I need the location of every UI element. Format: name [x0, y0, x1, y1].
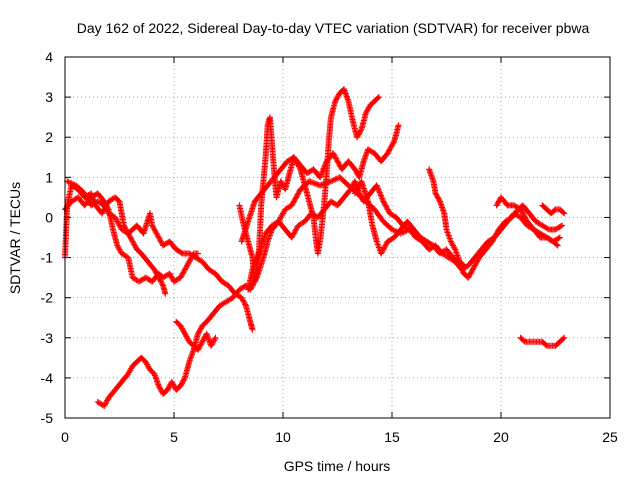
y-tick-label: -1	[41, 250, 54, 266]
plus-marker-trace	[493, 194, 563, 245]
x-tick-label: 5	[170, 429, 178, 445]
plus-marker-trace	[238, 122, 402, 245]
series-arc-11	[493, 194, 563, 245]
y-tick-label: -2	[41, 290, 54, 306]
chart-title: Day 162 of 2022, Sidereal Day-to-day VTE…	[77, 20, 590, 36]
plus-marker-trace	[517, 334, 568, 349]
data-markers	[62, 86, 568, 409]
y-tick-label: 4	[45, 49, 53, 65]
x-tick-label: 20	[493, 429, 509, 445]
y-tick-labels: -5 -4 -3 -2 -1 0 1 2 3 4	[41, 49, 54, 426]
plot-frame	[64, 56, 611, 419]
series-arc-13	[517, 334, 568, 349]
series-arc-7	[238, 122, 402, 245]
x-tick-label: 15	[384, 429, 400, 445]
plus-marker-trace	[245, 178, 561, 293]
plus-marker-trace	[539, 202, 568, 217]
x-axis-label: GPS time / hours	[284, 458, 391, 474]
series-arc-5	[173, 318, 219, 353]
y-tick-label: -3	[41, 330, 54, 346]
plus-marker-trace	[426, 166, 467, 269]
y-axis-label: SDTVAR / TECUs	[7, 182, 23, 294]
series-arc-3	[64, 178, 256, 333]
x-tick-label: 10	[275, 429, 291, 445]
series-arc-12	[539, 202, 568, 217]
x-tick-label: 25	[602, 429, 618, 445]
plus-marker-trace	[64, 178, 256, 333]
y-tick-label: 0	[45, 209, 53, 225]
series-arc-10	[426, 166, 467, 269]
y-tick-label: 1	[45, 169, 53, 185]
x-tick-label: 0	[61, 429, 69, 445]
x-tick-labels: 0 5 10 15 20 25	[61, 429, 618, 445]
y-tick-label: -5	[41, 410, 54, 426]
plus-marker-trace	[173, 318, 219, 353]
y-tick-label: -4	[41, 370, 54, 386]
y-tick-label: 3	[45, 89, 53, 105]
y-tick-label: 2	[45, 129, 53, 145]
series-arc-8	[245, 178, 561, 293]
